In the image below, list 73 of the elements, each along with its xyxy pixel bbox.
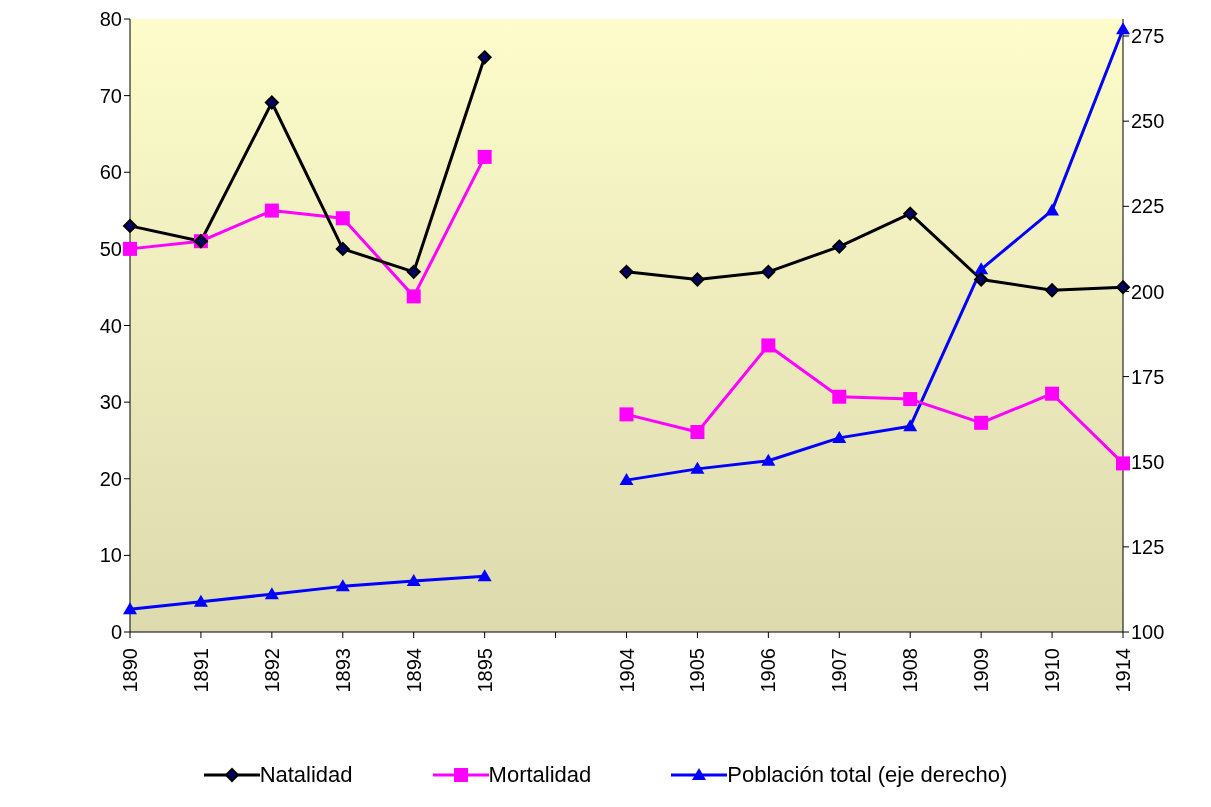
x-tick-label: 1908 <box>899 648 922 693</box>
point <box>1116 280 1130 295</box>
x-tick-label: 1892 <box>260 648 283 693</box>
point <box>1045 203 1060 216</box>
point <box>619 264 634 279</box>
legend-label: Mortalidad <box>488 762 592 788</box>
y2-tick-label: 275 <box>1131 25 1165 48</box>
x-tick-label: 1906 <box>757 648 780 693</box>
point <box>761 453 776 466</box>
x-tick-label: 1910 <box>1041 648 1064 693</box>
x-tick-label: 1904 <box>615 648 638 693</box>
point <box>1116 456 1130 471</box>
y2-tick-label: 200 <box>1131 280 1165 303</box>
point <box>832 239 847 254</box>
point <box>690 425 705 440</box>
x-tick-label: 1890 <box>119 648 141 693</box>
point <box>1116 22 1130 35</box>
legend-label: Natalidad <box>259 762 353 788</box>
x-tick-label: 1907 <box>828 648 851 693</box>
point <box>974 415 989 430</box>
y-tick-label: 10 <box>99 544 122 567</box>
point <box>123 241 137 256</box>
point <box>690 461 705 474</box>
point <box>335 579 350 592</box>
point <box>1045 283 1060 298</box>
point <box>903 392 918 407</box>
point <box>406 264 421 279</box>
point <box>264 95 279 110</box>
x-tick-label: 1894 <box>402 648 425 693</box>
y2-tick-label: 150 <box>1131 450 1165 473</box>
point <box>406 573 421 586</box>
x-tick-label: 1914 <box>1112 648 1134 693</box>
y2-tick-label: 225 <box>1131 195 1165 218</box>
y-tick-label: 50 <box>99 237 122 260</box>
point <box>903 206 918 221</box>
y-tick-label: 30 <box>99 391 122 414</box>
y-tick-label: 0 <box>110 621 122 644</box>
point <box>761 338 776 353</box>
x-tick-label: 1909 <box>970 648 993 693</box>
y-tick-label: 70 <box>99 84 122 107</box>
point <box>974 272 989 287</box>
legend-label: Población total (eje derecho) <box>727 762 1008 788</box>
point <box>477 50 492 65</box>
point <box>335 241 350 256</box>
point <box>406 289 421 304</box>
x-tick-label: 1891 <box>189 648 212 693</box>
y2-tick-label: 100 <box>1131 621 1165 644</box>
x-tick-label: 1905 <box>686 648 709 693</box>
y-tick-label: 60 <box>99 161 122 184</box>
point <box>832 389 847 404</box>
y-tick-label: 20 <box>99 467 122 490</box>
point <box>832 430 847 443</box>
point <box>264 587 279 600</box>
point <box>619 407 634 422</box>
y2-tick-label: 125 <box>1131 535 1165 558</box>
y2-tick-label: 250 <box>1131 110 1165 133</box>
y-tick-label: 80 <box>99 8 122 31</box>
point <box>477 569 492 582</box>
point <box>477 149 492 164</box>
x-tick-label: 1893 <box>331 648 354 693</box>
point <box>123 602 137 615</box>
point <box>123 218 137 233</box>
point <box>264 203 279 218</box>
point <box>193 594 208 607</box>
point <box>335 211 350 226</box>
point <box>1045 386 1060 401</box>
point <box>690 272 705 287</box>
point <box>619 473 634 486</box>
y-tick-label: 40 <box>99 314 122 337</box>
y2-tick-label: 175 <box>1131 365 1165 388</box>
x-tick-label: 1895 <box>473 648 496 693</box>
point <box>903 419 918 432</box>
point <box>761 264 776 279</box>
